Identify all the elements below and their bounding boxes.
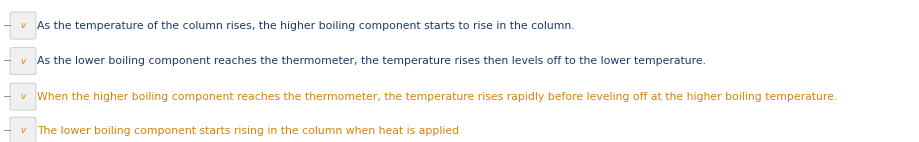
Text: v: v (20, 92, 26, 101)
FancyBboxPatch shape (10, 117, 36, 142)
FancyBboxPatch shape (10, 48, 36, 75)
Text: When the higher boiling component reaches the thermometer, the temperature rises: When the higher boiling component reache… (37, 92, 837, 102)
Text: The lower boiling component starts rising in the column when heat is applied: The lower boiling component starts risin… (37, 126, 459, 136)
Text: −: − (3, 21, 12, 31)
Text: As the lower boiling component reaches the thermometer, the temperature rises th: As the lower boiling component reaches t… (37, 56, 706, 66)
Text: v: v (20, 57, 26, 66)
Text: −: − (3, 56, 12, 66)
Text: −: − (3, 126, 12, 136)
Text: −: − (3, 92, 12, 102)
FancyBboxPatch shape (10, 83, 36, 110)
FancyBboxPatch shape (10, 12, 36, 39)
Text: As the temperature of the column rises, the higher boiling component starts to r: As the temperature of the column rises, … (37, 21, 574, 31)
Text: v: v (20, 126, 26, 135)
Text: v: v (20, 21, 26, 30)
